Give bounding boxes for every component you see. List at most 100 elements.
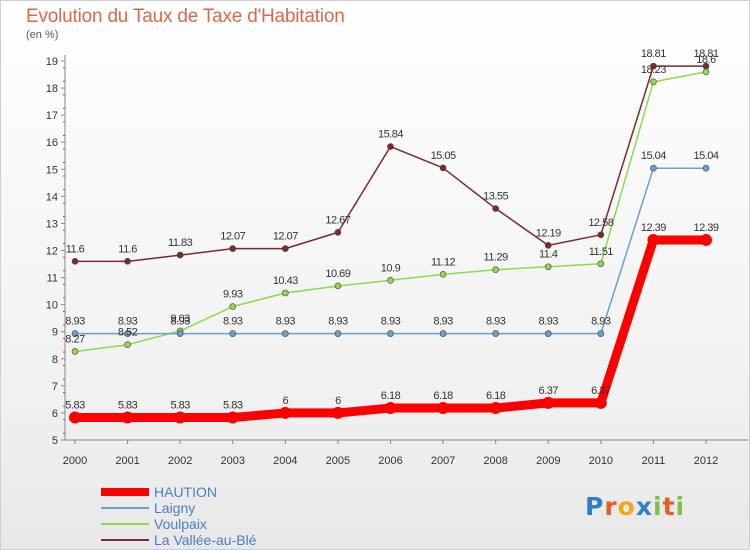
data-point xyxy=(282,289,289,297)
data-point xyxy=(229,303,237,310)
data-point xyxy=(647,233,660,246)
data-point xyxy=(439,330,447,337)
data-point xyxy=(124,341,131,349)
data-label: 10.9 xyxy=(381,262,401,274)
series-line-3 xyxy=(74,65,707,263)
data-label: 8.52 xyxy=(118,327,138,339)
y-tick-label: 13 xyxy=(46,218,58,230)
logo-letter: r xyxy=(604,492,618,521)
data-point xyxy=(69,411,81,424)
data-label: 12.39 xyxy=(693,222,718,234)
data-label: 10.43 xyxy=(273,275,298,287)
data-label: 12.19 xyxy=(536,227,561,239)
y-tick-label: 10 xyxy=(46,300,58,312)
y-tick-label: 6 xyxy=(52,408,58,420)
data-label: 12.07 xyxy=(220,231,245,243)
data-label: 6.37 xyxy=(591,385,611,397)
data-point xyxy=(544,242,552,249)
x-tick-label: 2005 xyxy=(326,455,350,467)
logo-letter: x xyxy=(635,492,653,521)
data-point xyxy=(71,348,79,355)
data-label: 11.29 xyxy=(484,252,509,264)
data-point xyxy=(439,271,447,278)
x-tick-label: 2002 xyxy=(168,455,192,467)
data-label: 5.83 xyxy=(65,400,85,412)
y-tick-label: 7 xyxy=(52,381,58,393)
data-label: 13.55 xyxy=(483,191,508,203)
x-tick-label: 2006 xyxy=(378,455,402,467)
data-label: 8.93 xyxy=(486,316,506,328)
data-point xyxy=(387,330,394,337)
data-point xyxy=(121,411,134,424)
data-point xyxy=(334,282,342,290)
series-line-2 xyxy=(74,71,707,353)
data-label: 11.4 xyxy=(539,249,558,261)
data-label: 6.37 xyxy=(539,385,559,397)
data-label: 18.6 xyxy=(696,54,716,66)
y-tick-label: 9 xyxy=(52,327,58,339)
data-label: 12.39 xyxy=(641,222,666,234)
legend-swatch xyxy=(101,539,149,541)
data-label: 11.6 xyxy=(66,243,85,255)
data-label: 15.04 xyxy=(693,150,718,162)
data-label: 11.6 xyxy=(118,243,137,255)
data-point xyxy=(279,406,292,419)
data-label: 6 xyxy=(283,395,289,407)
data-point xyxy=(544,330,552,337)
x-tick-label: 2004 xyxy=(273,455,297,467)
data-point xyxy=(387,276,394,284)
data-label: 15.04 xyxy=(641,150,666,162)
data-label: 8.93 xyxy=(118,316,138,328)
data-point xyxy=(387,143,394,150)
y-tick-label: 18 xyxy=(46,83,58,95)
data-point xyxy=(384,402,397,415)
data-label: 5.83 xyxy=(223,400,243,412)
data-point xyxy=(331,406,344,419)
x-tick-label: 2007 xyxy=(431,455,455,467)
y-tick-label: 15 xyxy=(46,164,58,176)
y-tick-label: 19 xyxy=(46,56,58,68)
data-point xyxy=(282,330,289,337)
data-label: 6.18 xyxy=(433,390,453,402)
data-label: 11.83 xyxy=(168,237,193,249)
x-tick-label: 2000 xyxy=(63,455,87,467)
y-tick-label: 17 xyxy=(46,110,58,122)
data-point xyxy=(650,78,657,86)
data-label: 15.05 xyxy=(431,150,456,162)
data-point xyxy=(176,251,184,259)
chart-title: Evolution du Taux de Taxe d'Habitation xyxy=(26,6,345,27)
data-point xyxy=(437,402,450,415)
x-tick-label: 2010 xyxy=(589,455,613,467)
data-point xyxy=(700,233,712,246)
data-point xyxy=(597,330,605,337)
data-label: 8.27 xyxy=(65,333,85,345)
proxiti-logo: Proxiti xyxy=(585,492,685,521)
data-label: 8.93 xyxy=(591,316,611,328)
data-point xyxy=(492,205,499,212)
legend-label: La Vallée-au-Blé xyxy=(154,532,257,548)
logo-letter: t xyxy=(662,492,676,521)
x-tick-label: 2011 xyxy=(642,455,666,467)
data-point xyxy=(650,164,657,172)
data-point xyxy=(282,245,289,252)
y-tick-label: 14 xyxy=(46,191,58,203)
data-label: 8.93 xyxy=(539,316,559,328)
data-point xyxy=(174,411,187,424)
data-point xyxy=(597,260,605,268)
data-point xyxy=(124,330,131,337)
data-label: 6.18 xyxy=(381,390,401,402)
data-point xyxy=(702,68,710,76)
data-point xyxy=(594,396,607,409)
data-point xyxy=(492,330,499,337)
data-label: 12.58 xyxy=(588,217,613,229)
y-tick-label: 11 xyxy=(47,273,58,285)
data-label: 5.83 xyxy=(170,400,190,412)
data-label: 8.93 xyxy=(170,316,190,328)
data-point xyxy=(334,330,342,337)
logo-letter: i xyxy=(653,492,663,521)
data-point xyxy=(597,231,605,239)
x-tick-label: 2012 xyxy=(694,455,718,467)
legend-swatch xyxy=(101,507,149,509)
